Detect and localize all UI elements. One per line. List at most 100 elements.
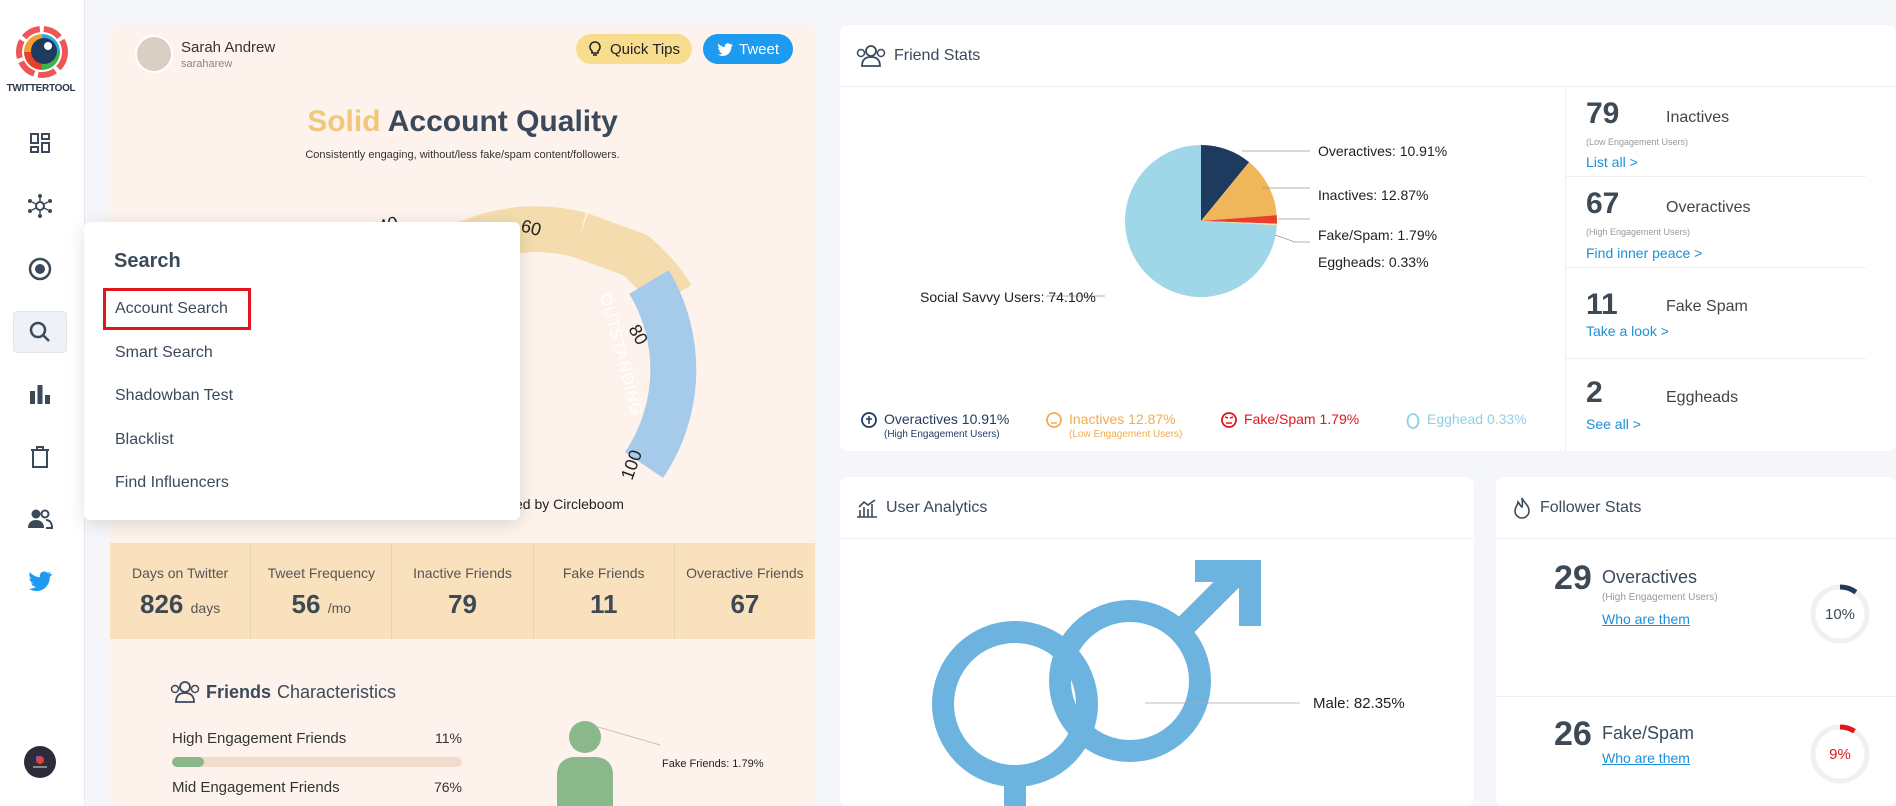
pie-slice-fake-spam[interactable] (1201, 215, 1277, 224)
stat-label: Overactive Friends (686, 565, 804, 581)
nav-radar[interactable] (13, 248, 67, 290)
nav-analytics[interactable] (13, 373, 67, 415)
menu-smart-search[interactable]: Smart Search (115, 344, 213, 361)
profile-header: Sarah Andrew saraharew (135, 35, 275, 73)
friends-group-icon (856, 44, 886, 67)
stats-bar: Days on Twitter 826 days Tweet Frequency… (110, 543, 815, 639)
pie-slice-overactives[interactable] (1201, 145, 1250, 221)
summary-name: Fake Spam (1666, 298, 1748, 315)
account-avatar[interactable] (24, 746, 56, 778)
male-label: Male: 82.35% (1313, 695, 1405, 712)
find-inner-peace-link[interactable]: Find inner peace > (1586, 245, 1703, 261)
summary-name: Overactives (1666, 199, 1751, 216)
who-are-them-link[interactable]: Who are them (1602, 611, 1690, 627)
fc-row-pct: 76% (433, 779, 462, 795)
stat-label: Days on Twitter (131, 565, 229, 581)
stat-unit: /mo (327, 600, 352, 616)
search-dropdown: Search Account Search Smart Search Shado… (84, 222, 520, 520)
follower-sub: (High Engagement Users) (1602, 592, 1718, 603)
quick-tips-label: Quick Tips (610, 40, 681, 58)
pie-slice-eggheads[interactable] (1201, 221, 1277, 226)
trash-icon (31, 446, 49, 468)
friend-stats-header: Friend Stats (840, 25, 1896, 87)
lightbulb-icon (589, 41, 601, 56)
follower-row-fake-spam: 26 Fake/Spam Who are them 9% (1496, 697, 1896, 806)
summary-number: 2 (1586, 376, 1603, 409)
tweet-button[interactable]: Tweet (703, 34, 794, 64)
pie-label-inactives: Inactives: 12.87% (1318, 187, 1429, 203)
nav-users[interactable] (13, 498, 67, 540)
user-analytics-title: User Analytics (886, 498, 988, 516)
legend-inactives[interactable]: Inactives 12.87% (Low Engagement Users) (1045, 411, 1182, 440)
fc-progress-fill (172, 757, 204, 767)
stat-value: 67 (730, 589, 760, 619)
fake-spam-donut: 9% (1810, 724, 1870, 784)
logo-text: TWITTERTOOL (6, 83, 76, 94)
nav-network[interactable] (13, 185, 67, 227)
menu-find-influencers[interactable]: Find Influencers (115, 474, 229, 491)
legend-sub: (High Engagement Users) (884, 429, 1000, 440)
powered-by: ed by Circleboom (515, 496, 624, 512)
dashboard-icon (30, 133, 50, 153)
who-are-them-link[interactable]: Who are them (1602, 750, 1690, 766)
quality-word: Solid (307, 105, 381, 138)
list-all-link[interactable]: List all > (1586, 154, 1638, 170)
fc-progress (172, 757, 462, 767)
pie-label-fake-spam: Fake/Spam: 1.79% (1318, 227, 1438, 243)
profile-handle: saraharew (181, 57, 233, 70)
stat-value: 826 days (110, 589, 250, 620)
angry-face-icon (1221, 412, 1237, 428)
stat-fake: Fake Friends 11 (534, 543, 675, 639)
take-a-look-link[interactable]: Take a look > (1586, 323, 1669, 339)
friends-group-icon (170, 681, 200, 703)
summary-eggheads: 2 Eggheads See all > (1566, 359, 1866, 451)
quality-title-rest: Account Quality (387, 105, 618, 138)
stat-value: 11 (589, 589, 618, 619)
menu-blacklist[interactable]: Blacklist (115, 431, 174, 448)
legend-main: Egghead 0.33% (1427, 411, 1527, 427)
donut-arc (1810, 584, 1870, 644)
analytics-chart-icon (857, 498, 877, 518)
fc-title-bold: Friends (206, 681, 272, 702)
pie-slice-social-savvy-users[interactable] (1125, 145, 1277, 297)
stat-label: Tweet Frequency (267, 565, 375, 581)
donut-pct: 10% (1825, 606, 1855, 623)
legend-fake-spam[interactable]: Fake/Spam 1.79% (1220, 411, 1359, 429)
donut-arc (1810, 724, 1870, 784)
follower-row-overactives: 29 Overactives (High Engagement Users) W… (1496, 539, 1896, 697)
profile-avatar (135, 35, 173, 73)
twittertool-logo[interactable] (16, 26, 68, 78)
summary-name: Inactives (1666, 109, 1730, 126)
users-icon (28, 509, 53, 529)
stat-value: 79 (448, 589, 477, 619)
quick-tips-button[interactable]: Quick Tips (576, 34, 693, 64)
fc-row-label: High Engagement Friends (172, 730, 347, 747)
legend-egghead[interactable]: Egghead 0.33% (1405, 411, 1527, 429)
stat-inactive: Inactive Friends 79 (392, 543, 534, 639)
nav-twitter[interactable] (13, 560, 67, 602)
pie-label-overactives: Overactives: 10.91% (1318, 143, 1448, 159)
fc-row-high: High Engagement Friends 11% (172, 730, 462, 767)
summary-overactives: 67 Overactives (High Engagement Users) F… (1566, 177, 1866, 268)
selection-highlight (103, 288, 251, 330)
fc-row-pct: 11% (435, 730, 462, 746)
menu-account-search[interactable]: Account Search (115, 300, 228, 317)
stat-value: 56 /mo (251, 589, 391, 620)
summary-inactives: 79 Inactives (Low Engagement Users) List… (1566, 87, 1866, 177)
stat-unit: days (190, 600, 221, 616)
nav-delete[interactable] (13, 436, 67, 478)
legend-main: Inactives 12.87% (1069, 411, 1176, 427)
nav-search[interactable] (13, 311, 67, 353)
see-all-link[interactable]: See all > (1586, 416, 1641, 432)
twitter-bird-icon (29, 571, 52, 591)
nav-dashboard[interactable] (13, 122, 67, 164)
follower-stats-card: Follower Stats 29 Overactives (High Enga… (1496, 477, 1896, 806)
follower-number: 29 (1554, 559, 1592, 597)
menu-shadowban-test[interactable]: Shadowban Test (115, 387, 234, 404)
pie-label-eggheads: Eggheads: 0.33% (1318, 254, 1429, 270)
stat-number: 826 (140, 589, 184, 619)
legend-overactives[interactable]: Overactives 10.91% (High Engagement Users… (860, 411, 1009, 440)
sidebar: TWITTERTOOL (0, 0, 85, 806)
radar-icon (28, 257, 52, 281)
pie-slice-inactives[interactable] (1201, 162, 1277, 221)
